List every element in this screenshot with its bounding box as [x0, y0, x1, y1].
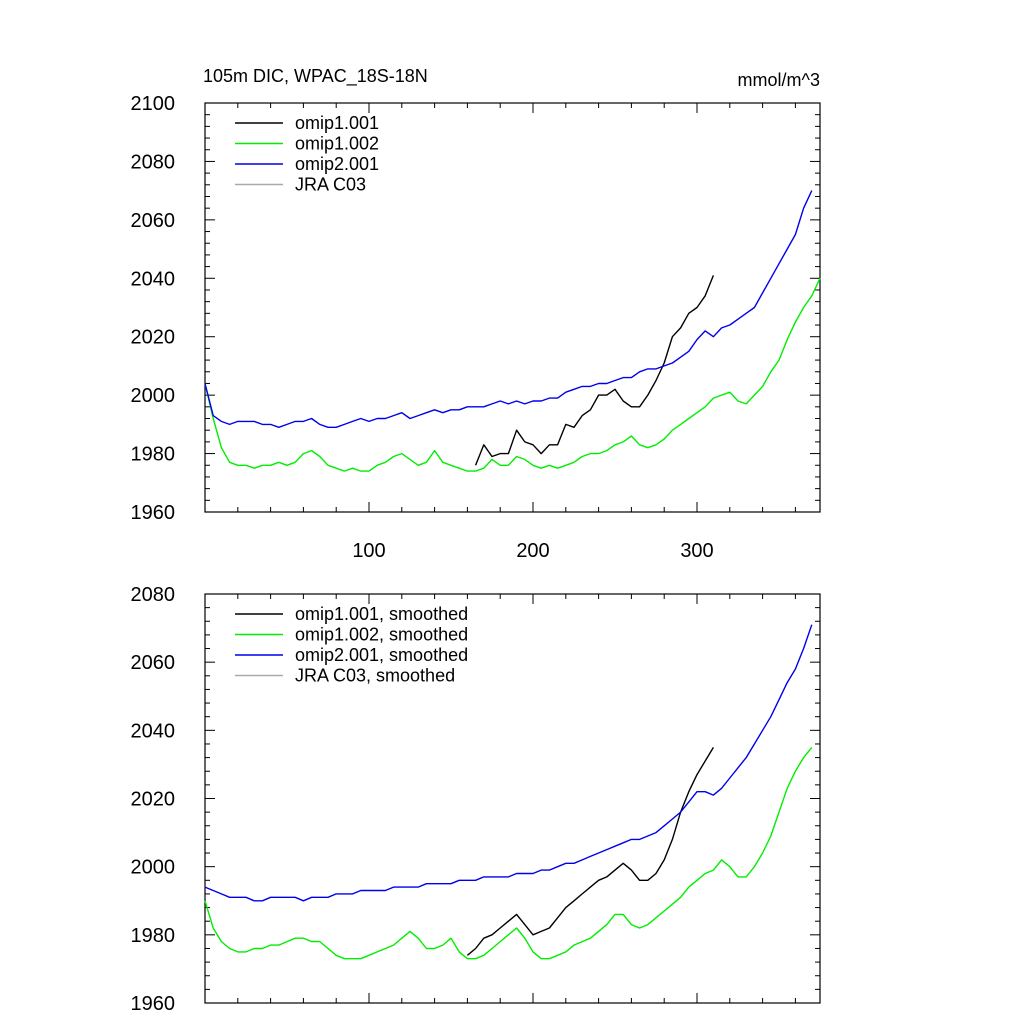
legend-label-2: omip2.001, smoothed	[295, 645, 468, 665]
series-line-1	[204, 278, 821, 472]
y-tick-label: 2000	[131, 857, 176, 879]
y-tick-label: 1980	[131, 925, 176, 947]
x-tick-label: 200	[516, 540, 549, 562]
y-tick-label: 2040	[131, 268, 176, 290]
y-tick-label: 2060	[131, 652, 176, 674]
series-line-1	[204, 746, 813, 960]
series-line-0	[466, 747, 714, 956]
units-label: mmol/m^3	[738, 70, 820, 90]
series-line-2	[204, 624, 813, 902]
legend-label-3: JRA C03	[295, 175, 366, 195]
y-tick-label: 1980	[131, 444, 176, 466]
top-panel: 105m DIC, WPAC_18S-18N mmol/m^3 1960 1980…	[131, 66, 821, 562]
y-tick-label: 2000	[131, 385, 176, 407]
y-tick-label: 2020	[131, 327, 176, 349]
plot-frame	[204, 102, 821, 513]
y-tick-label: 2060	[131, 210, 176, 232]
legend-label-0: omip1.001, smoothed	[295, 604, 468, 624]
y-tick-label: 1960	[131, 993, 176, 1015]
y-tick-label: 2020	[131, 789, 176, 811]
legend-label-1: omip1.002	[295, 134, 379, 154]
bottom-panel: 1960 1980 2000 2020 2040 2060 2080 omip1.001, s…	[131, 584, 821, 1015]
y-tick-label: 2040	[131, 720, 176, 742]
legend-label-3: JRA C03, smoothed	[295, 666, 455, 686]
x-tick-label: 100	[352, 540, 385, 562]
legend-label-2: omip2.001	[295, 154, 379, 174]
y-tick-label: 2080	[131, 584, 176, 606]
legend-label-0: omip1.001	[295, 113, 379, 133]
legend-label-1: omip1.002, smoothed	[295, 625, 468, 645]
x-tick-label: 300	[680, 540, 713, 562]
series-line-0	[474, 275, 715, 466]
y-tick-label: 2080	[131, 151, 176, 173]
y-tick-label: 1960	[131, 502, 176, 524]
chart-title: 105m DIC, WPAC_18S-18N	[203, 66, 428, 87]
y-tick-label: 2100	[131, 93, 176, 115]
series-line-2	[204, 190, 813, 428]
